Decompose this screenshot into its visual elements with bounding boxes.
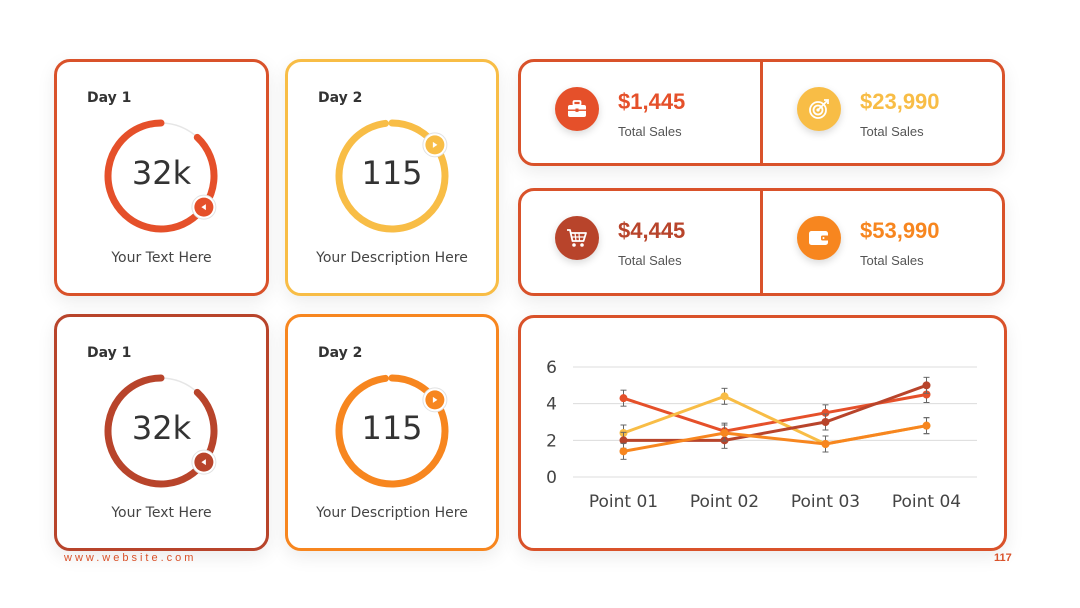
gauge-value: 32k — [131, 154, 192, 192]
target-icon — [797, 87, 841, 131]
cart-icon — [555, 216, 599, 260]
gauge-day-label: Day 1 — [87, 345, 132, 361]
stat-sales-2: $23,990 Total Sales — [760, 62, 1002, 163]
gauge-caption: Your Text Here — [111, 250, 212, 266]
gauge-day-label: Day 2 — [318, 345, 363, 361]
stats-card-top: $1,445 Total Sales $23,990 Total Sales — [518, 59, 1005, 166]
right-arrow-icon — [432, 396, 438, 403]
gauge-caption: Your Text Here — [111, 505, 212, 521]
gauge-card-3: Day 1 32k Your Text Here — [54, 314, 269, 551]
gauge-value: 115 — [361, 154, 423, 192]
y-tick-label: 0 — [546, 468, 557, 488]
stat-amount: $53,990 — [860, 218, 940, 243]
right-arrow-icon — [432, 141, 438, 148]
data-point — [619, 447, 628, 456]
stat-label: Total Sales — [860, 253, 924, 268]
series-line-4 — [623, 424, 927, 453]
data-point — [922, 421, 931, 430]
ring-progress — [104, 374, 218, 488]
stat-amount: $4,445 — [618, 218, 686, 243]
stat-amount: $23,990 — [860, 89, 940, 114]
progress-ring — [335, 119, 449, 233]
y-tick-label: 6 — [546, 358, 557, 378]
progress-ring — [104, 374, 218, 488]
chart-card: 0 2 4 6 Point 01 Point 02 Point 03 Point 04 — [518, 315, 1007, 551]
gauge-card-4: Day 2 115 Your Description Here — [285, 314, 499, 551]
stats-card-bottom: $4,445 Total Sales $53,990 Total Sales — [518, 188, 1005, 296]
gauge-card-2: Day 2 115 Your Description Here — [285, 59, 499, 296]
y-tick-label: 2 — [546, 431, 557, 451]
briefcase-icon — [555, 87, 599, 131]
data-point — [720, 392, 729, 401]
left-arrow-icon — [201, 204, 206, 211]
stat-sales-1: $1,445 Total Sales — [521, 62, 760, 163]
data-point — [821, 440, 830, 448]
website-url: www.website.com — [64, 552, 197, 564]
ring-progress — [104, 119, 218, 233]
stat-label: Total Sales — [618, 253, 682, 268]
data-point — [922, 381, 931, 390]
gauge-day-label: Day 2 — [318, 90, 363, 106]
left-arrow-icon — [201, 459, 206, 466]
progress-ring — [104, 119, 218, 233]
wallet-icon — [797, 216, 841, 260]
gauge-caption: Your Description Here — [316, 250, 468, 266]
data-point — [821, 408, 830, 417]
gauge-value: 115 — [361, 409, 423, 447]
gauge-caption: Your Description Here — [316, 505, 468, 521]
x-tick-label: Point 03 — [791, 492, 860, 512]
series-line-1 — [623, 393, 927, 433]
stat-sales-3: $4,445 Total Sales — [521, 191, 760, 293]
stat-label: Total Sales — [860, 124, 924, 139]
stat-label: Total Sales — [618, 124, 682, 139]
data-point — [619, 394, 628, 403]
data-point — [720, 429, 729, 437]
gauge-value: 32k — [131, 409, 192, 447]
x-tick-label: Point 04 — [892, 492, 961, 512]
data-point — [821, 418, 830, 426]
series-line-3 — [623, 383, 928, 442]
x-tick-label: Point 02 — [690, 492, 759, 512]
y-tick-label: 4 — [546, 395, 557, 415]
gauge-card-1: Day 1 32k Your Text Here — [54, 59, 269, 296]
line-chart: 0 2 4 6 Point 01 Point 02 Point 03 Point 04 — [546, 358, 977, 512]
progress-ring — [335, 374, 449, 488]
x-tick-label: Point 01 — [589, 492, 658, 512]
stat-amount: $1,445 — [618, 89, 686, 114]
data-point — [619, 436, 628, 445]
page-number: 117 — [994, 552, 1012, 564]
stat-sales-4: $53,990 Total Sales — [760, 191, 1002, 293]
gauge-day-label: Day 1 — [87, 90, 132, 106]
data-point — [922, 390, 931, 399]
